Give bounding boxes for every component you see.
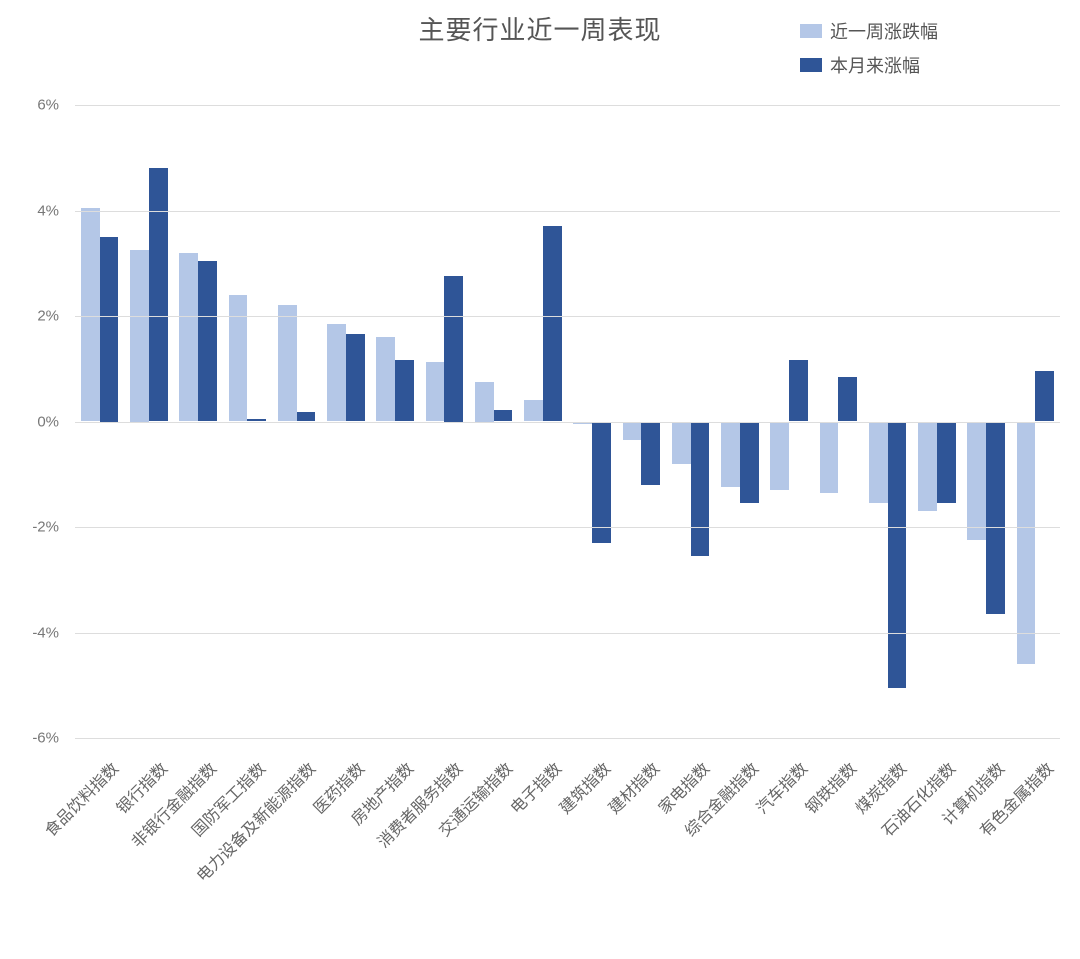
bar: [1035, 371, 1054, 421]
bar: [130, 250, 149, 421]
bar: [691, 422, 710, 557]
bar: [475, 382, 494, 422]
x-category-label: 食品饮料指数: [38, 756, 123, 841]
bar: [179, 253, 198, 422]
bar: [229, 295, 248, 422]
bar: [100, 237, 119, 422]
bar: [426, 362, 445, 421]
bar: [721, 422, 740, 488]
x-category-label: 钢铁指数: [799, 756, 861, 818]
legend: 近一周涨跌幅 本月来涨幅: [800, 18, 938, 86]
legend-swatch-2: [800, 58, 822, 72]
bar: [81, 208, 100, 422]
bar: [444, 276, 463, 421]
bar: [278, 305, 297, 421]
bar: [820, 422, 839, 493]
bar: [967, 422, 986, 541]
bar: [524, 400, 543, 421]
gridline: [75, 105, 1060, 106]
bar: [888, 422, 907, 688]
y-tick-label: 6%: [37, 97, 59, 114]
gridline: [75, 211, 1060, 212]
legend-label-1: 近一周涨跌幅: [830, 18, 938, 44]
x-category-label: 建筑指数: [553, 756, 615, 818]
bar: [641, 422, 660, 485]
y-tick-label: -6%: [32, 730, 59, 747]
bar: [592, 422, 611, 543]
x-category-label: 电子指数: [504, 756, 566, 818]
bar: [297, 412, 316, 421]
bar: [395, 360, 414, 422]
bar: [149, 168, 168, 421]
y-tick-label: 0%: [37, 413, 59, 430]
bar: [789, 360, 808, 422]
bar: [327, 324, 346, 422]
bar: [937, 422, 956, 504]
bar: [346, 334, 365, 421]
y-tick-label: -2%: [32, 519, 59, 536]
legend-swatch-1: [800, 24, 822, 38]
bar: [869, 422, 888, 504]
gridline: [75, 316, 1060, 317]
legend-item: 近一周涨跌幅: [800, 18, 938, 44]
bar: [543, 226, 562, 421]
bar: [740, 422, 759, 504]
y-tick-label: -4%: [32, 624, 59, 641]
x-category-label: 建材指数: [602, 756, 664, 818]
bar: [770, 422, 789, 491]
y-tick-label: 4%: [37, 202, 59, 219]
legend-label-2: 本月来涨幅: [830, 52, 920, 78]
gridline: [75, 738, 1060, 739]
bar: [623, 422, 642, 440]
gridline: [75, 633, 1060, 634]
bar: [376, 337, 395, 421]
bar: [494, 410, 513, 422]
bar: [198, 261, 217, 422]
bar: [918, 422, 937, 512]
legend-item: 本月来涨幅: [800, 52, 938, 78]
bar: [1017, 422, 1036, 665]
plot-area: -6%-4%-2%0%2%4%6%食品饮料指数银行指数非银行金融指数国防军工指数…: [75, 105, 1060, 738]
bar: [672, 422, 691, 464]
y-tick-label: 2%: [37, 308, 59, 325]
gridline: [75, 422, 1060, 423]
gridline: [75, 527, 1060, 528]
bar: [838, 377, 857, 422]
bar: [986, 422, 1005, 615]
chart-container: 主要行业近一周表现 近一周涨跌幅 本月来涨幅 -6%-4%-2%0%2%4%6%…: [0, 0, 1080, 959]
x-category-label: 汽车指数: [750, 756, 812, 818]
